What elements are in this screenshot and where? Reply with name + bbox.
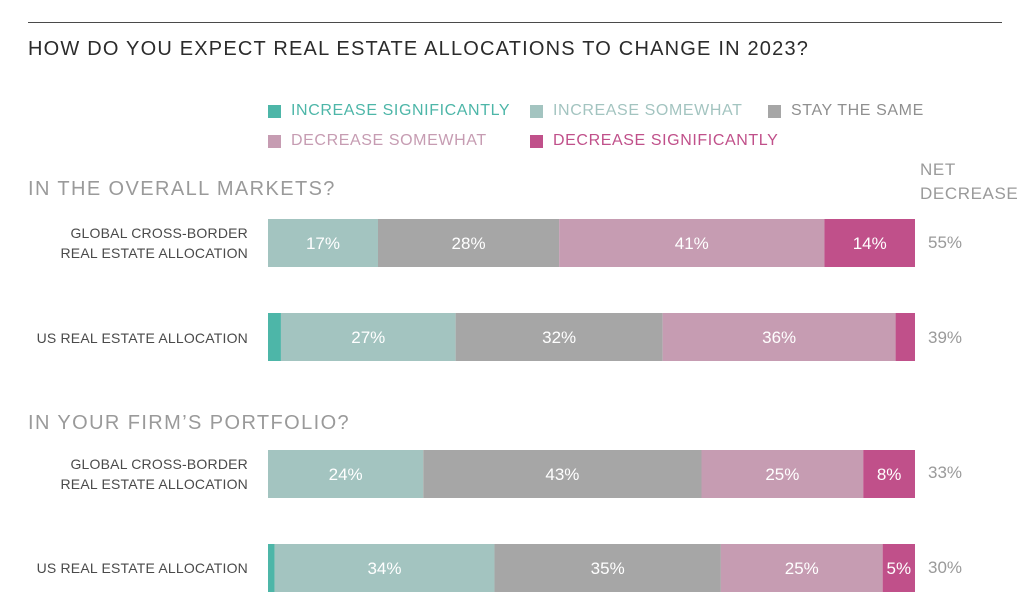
row-label-line: US REAL ESTATE ALLOCATION xyxy=(36,560,248,576)
segment-increase-significantly xyxy=(268,313,281,361)
data-label: 17% xyxy=(306,234,340,253)
segment-decrease-significantly xyxy=(895,313,915,361)
segment-decrease-somewhat xyxy=(559,219,825,267)
legend-item-stay-the-same: STAY THE SAME xyxy=(768,102,924,120)
row-label-global-firm: GLOBAL CROSS-BORDER REAL ESTATE ALLOCATI… xyxy=(0,454,248,494)
segment-decrease-significantly xyxy=(863,450,915,498)
segment-decrease-somewhat xyxy=(662,313,896,361)
row-label-global-overall: GLOBAL CROSS-BORDER REAL ESTATE ALLOCATI… xyxy=(0,223,248,263)
data-label: 32% xyxy=(542,328,576,347)
net-value: 33% xyxy=(928,463,963,482)
legend-item-increase-somewhat: INCREASE SOMEWHAT xyxy=(530,102,742,120)
legend-item-increase-significantly: INCREASE SIGNIFICANTLY xyxy=(268,102,510,120)
data-label: 27% xyxy=(351,328,385,347)
data-label: 25% xyxy=(765,465,799,484)
legend-swatch xyxy=(268,104,281,118)
net-label-line: DECREASE xyxy=(920,184,1019,203)
section-title-firm-portfolio: IN YOUR FIRM’S PORTFOLIO? xyxy=(28,412,351,434)
legend-swatch xyxy=(768,104,781,118)
data-label: 36% xyxy=(762,328,796,347)
net-value: 55% xyxy=(928,233,963,252)
segment-decrease-significantly xyxy=(824,219,915,267)
legend-label: DECREASE SOMEWHAT xyxy=(291,132,487,149)
segment-increase-somewhat xyxy=(268,219,378,267)
legend-label: STAY THE SAME xyxy=(791,102,924,119)
section-title-overall-markets: IN THE OVERALL MARKETS? xyxy=(28,178,336,200)
net-value: 39% xyxy=(928,328,963,347)
legend-label: DECREASE SIGNIFICANTLY xyxy=(553,132,779,149)
net-value: 30% xyxy=(928,558,963,577)
legend-swatch xyxy=(530,104,543,118)
row-label-line: GLOBAL CROSS-BORDER xyxy=(70,456,248,472)
segment-stay-the-same xyxy=(377,219,560,267)
legend-swatch xyxy=(530,134,543,148)
net-label-line: NET xyxy=(920,160,956,179)
data-label: 25% xyxy=(785,559,819,578)
chart-title: HOW DO YOU EXPECT REAL ESTATE ALLOCATION… xyxy=(28,38,810,60)
legend-label: INCREASE SOMEWHAT xyxy=(553,102,743,119)
segment-decrease-significantly xyxy=(882,544,915,592)
legend-swatch xyxy=(268,134,281,148)
segment-stay-the-same xyxy=(455,313,663,361)
row-label-line: REAL ESTATE ALLOCATION xyxy=(60,245,248,261)
data-label: 41% xyxy=(675,234,709,253)
segment-stay-the-same xyxy=(494,544,721,592)
row-label-us-overall: US REAL ESTATE ALLOCATION xyxy=(0,328,248,348)
data-label: 35% xyxy=(591,559,625,578)
segment-increase-somewhat xyxy=(268,450,424,498)
top-rule xyxy=(28,22,1002,23)
net-decrease-header: NET DECREASE xyxy=(920,158,1018,206)
data-label: 8% xyxy=(877,465,902,484)
segment-decrease-somewhat xyxy=(701,450,864,498)
data-label: 43% xyxy=(545,465,579,484)
row-label-us-firm: US REAL ESTATE ALLOCATION xyxy=(0,558,248,578)
segment-increase-significantly xyxy=(268,544,275,592)
row-label-line: US REAL ESTATE ALLOCATION xyxy=(36,330,248,346)
data-label: 28% xyxy=(452,234,486,253)
segment-stay-the-same xyxy=(423,450,702,498)
data-label: 14% xyxy=(853,234,887,253)
data-label: 34% xyxy=(367,559,401,578)
row-label-line: GLOBAL CROSS-BORDER xyxy=(70,225,248,241)
segment-increase-somewhat xyxy=(274,544,495,592)
row-label-line: REAL ESTATE ALLOCATION xyxy=(60,476,248,492)
segment-decrease-somewhat xyxy=(720,544,883,592)
legend-item-decrease-significantly: DECREASE SIGNIFICANTLY xyxy=(530,132,778,150)
segment-increase-somewhat xyxy=(280,313,456,361)
data-label: 5% xyxy=(887,559,912,578)
legend-item-decrease-somewhat: DECREASE SOMEWHAT xyxy=(268,132,487,150)
data-label: 24% xyxy=(329,465,363,484)
legend-label: INCREASE SIGNIFICANTLY xyxy=(291,102,511,119)
